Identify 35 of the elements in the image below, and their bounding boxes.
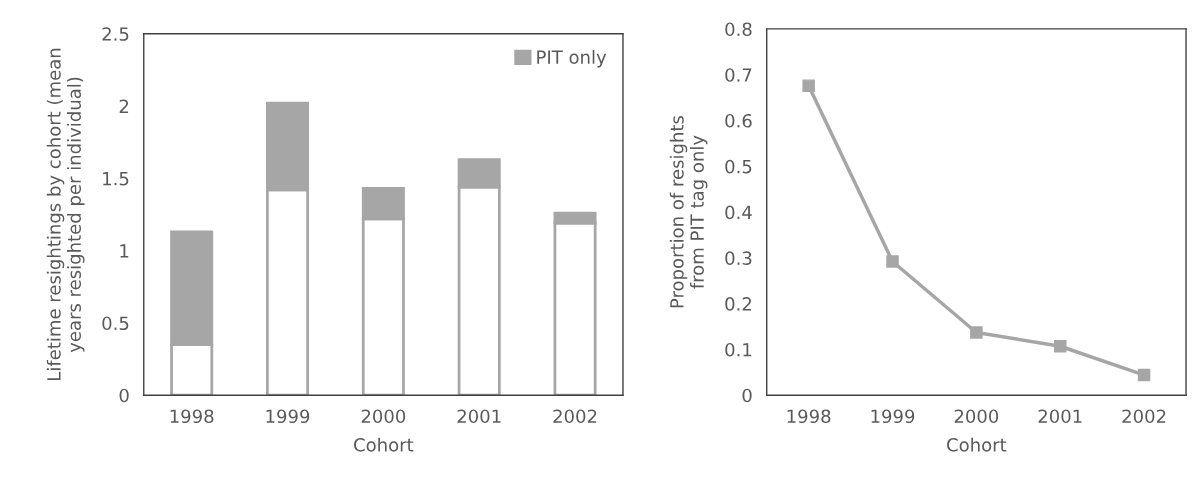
point <box>886 255 899 268</box>
point <box>970 326 983 339</box>
y-tick-label: 0.8 <box>725 22 752 37</box>
y-tick-label: 0.2 <box>725 297 752 311</box>
y-tick-label: 0 <box>742 388 752 403</box>
y-tick-label: 0 <box>119 388 129 403</box>
y-tick-label: 2 <box>119 99 129 113</box>
x-tick-label: 2001 <box>1038 409 1082 424</box>
x-tick-label: 1999 <box>871 409 915 424</box>
point <box>1137 368 1151 382</box>
y-tick-label: 0.3 <box>725 251 752 265</box>
y-tick-label: 1 <box>120 244 129 258</box>
x-tick-label: 2000 <box>361 409 406 424</box>
x-tick-label: 1998 <box>787 409 831 424</box>
x-axis-title: Cohort <box>354 437 414 452</box>
y-tick-label: 0.5 <box>725 159 752 174</box>
x-tick-label: 2002 <box>1122 409 1166 424</box>
x-tick-label: 2002 <box>553 409 597 424</box>
y-axis-title: Lifetime resightings by cohort (mean years resighted per individual) <box>46 48 85 380</box>
y-tick-label: 1.5 <box>103 172 129 186</box>
y-tick-label: 0.7 <box>725 68 752 82</box>
y-tick-label: 0.6 <box>725 113 752 128</box>
legend-label: PIT only <box>537 49 607 68</box>
y-tick-label: 0.4 <box>725 205 752 220</box>
y-tick-label: 0.5 <box>102 316 129 331</box>
point <box>1053 339 1067 353</box>
x-tick-label: 1999 <box>266 409 310 424</box>
x-tick-label: 1998 <box>170 409 214 424</box>
x-axis-title: Cohort <box>947 437 1007 452</box>
y-axis-title: Proportion of resights from PIT tag only <box>669 115 708 308</box>
y-tick-label: 2.5 <box>102 27 129 41</box>
x-tick-label: 2000 <box>954 409 999 424</box>
y-tick-label: 0.1 <box>725 342 752 357</box>
point <box>802 79 815 92</box>
x-tick-label: 2001 <box>457 409 501 424</box>
